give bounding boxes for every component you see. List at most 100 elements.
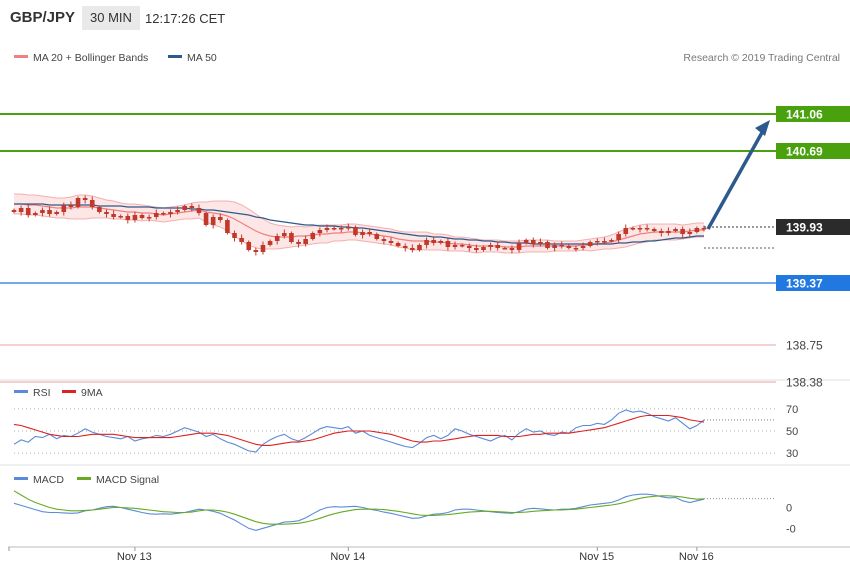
candle-body xyxy=(395,243,401,246)
x-tick-label: Nov 16 xyxy=(679,551,714,563)
candle-body xyxy=(25,208,31,215)
candle-body xyxy=(374,234,380,239)
candle-body xyxy=(132,215,138,220)
candle-body xyxy=(296,242,301,244)
bollinger-legend-label: MA 20 + Bollinger Bands xyxy=(33,52,148,64)
candle-body xyxy=(651,229,657,231)
candle-body xyxy=(466,246,472,248)
candle-body xyxy=(438,241,444,243)
candle-body xyxy=(33,213,38,215)
resistance-label-box xyxy=(776,143,850,159)
candle-body xyxy=(82,198,88,200)
candle-body xyxy=(502,248,508,250)
ma50-legend-label: MA 50 xyxy=(187,52,217,64)
symbol-title: GBP/JPY xyxy=(10,9,76,26)
macd-tick-label: -0 xyxy=(786,523,796,535)
target-label: 138.75 xyxy=(786,339,823,353)
candle-body xyxy=(118,216,124,218)
candle-body xyxy=(644,228,650,230)
support-label-box xyxy=(776,275,850,291)
candle-body xyxy=(609,240,614,242)
candle-body xyxy=(459,245,465,247)
candle-body xyxy=(381,239,387,241)
candle-body xyxy=(331,228,337,230)
candle-body xyxy=(89,200,95,207)
candles-layer xyxy=(11,195,707,256)
candle-body xyxy=(417,245,422,250)
candle-body xyxy=(530,240,536,244)
candle-body xyxy=(552,245,557,248)
macd-tick-label: 0 xyxy=(786,503,792,515)
candle-body xyxy=(431,240,436,243)
candle-body xyxy=(424,240,429,245)
candle-body xyxy=(68,205,74,207)
candle-body xyxy=(630,228,636,230)
candle-body xyxy=(452,245,458,247)
candle-body xyxy=(253,250,259,252)
candle-body xyxy=(488,245,493,247)
resistance-label-box xyxy=(776,106,850,122)
rsi-tick-label: 30 xyxy=(786,448,798,460)
candle-body xyxy=(580,246,586,248)
macd-panel: 0 -0 xyxy=(13,490,796,535)
candle-body xyxy=(203,213,209,225)
macd-signal-line xyxy=(13,490,705,525)
current-price-box xyxy=(776,219,850,235)
target-label: 138.38 xyxy=(786,376,823,390)
x-tick-label: Nov 14 xyxy=(330,551,365,563)
candle-body xyxy=(225,220,230,233)
candle-body xyxy=(566,246,572,248)
candle-body xyxy=(388,241,394,243)
credit-text: Research © 2019 Trading Central xyxy=(683,52,840,64)
rsi-ma-legend-swatch xyxy=(62,390,76,393)
bollinger-legend-swatch xyxy=(14,55,28,58)
candle-body xyxy=(104,212,109,214)
candle-body xyxy=(146,217,152,219)
macd-legend-swatch xyxy=(14,477,28,480)
candle-body xyxy=(538,242,543,244)
candle-body xyxy=(410,248,415,250)
bollinger-upper-line xyxy=(14,193,704,242)
candle-body xyxy=(324,228,330,230)
candle-body xyxy=(317,230,323,233)
candle-body xyxy=(267,241,273,245)
rsi-line xyxy=(13,409,705,453)
resistance-label: 141.06 xyxy=(786,108,823,122)
candle-body xyxy=(509,248,515,250)
candle-body xyxy=(139,215,145,218)
rsi-legend-swatch xyxy=(14,390,28,393)
resistance-label: 140.69 xyxy=(786,145,823,159)
candle-body xyxy=(111,214,116,217)
candle-body xyxy=(623,228,629,234)
candle-body xyxy=(694,228,700,232)
candle-body xyxy=(680,229,685,234)
macd-signal-legend-swatch xyxy=(77,477,91,480)
timeframe-button[interactable]: 30 MIN xyxy=(82,6,140,30)
candle-body xyxy=(75,198,81,207)
rsi-ma-legend-label: 9MA xyxy=(81,387,103,399)
forecast-arrow-shaft xyxy=(706,128,766,230)
candle-body xyxy=(303,239,308,244)
x-tick-label: Nov 15 xyxy=(579,551,614,563)
candle-body xyxy=(616,234,621,240)
candle-body xyxy=(54,212,59,214)
candle-body xyxy=(153,213,159,217)
rsi-panel: 30 50 70 xyxy=(13,404,798,460)
x-tick-label: Nov 13 xyxy=(117,551,152,563)
candle-body xyxy=(274,236,280,241)
candle-body xyxy=(523,240,529,243)
candle-body xyxy=(573,248,579,250)
ma50-legend-swatch xyxy=(168,55,182,58)
support-label: 139.37 xyxy=(786,277,823,291)
candle-body xyxy=(666,231,671,233)
rsi-tick-label: 70 xyxy=(786,404,798,416)
candle-body xyxy=(594,241,600,243)
candle-body xyxy=(602,241,607,243)
legends-layer: MA 20 + Bollinger Bands MA 50 Research © 2… xyxy=(14,52,840,486)
candle-body xyxy=(161,213,166,215)
candle-body xyxy=(182,206,188,210)
candle-body xyxy=(545,242,550,248)
candle-body xyxy=(474,248,479,250)
candle-body xyxy=(217,217,223,220)
candle-body xyxy=(210,217,216,225)
